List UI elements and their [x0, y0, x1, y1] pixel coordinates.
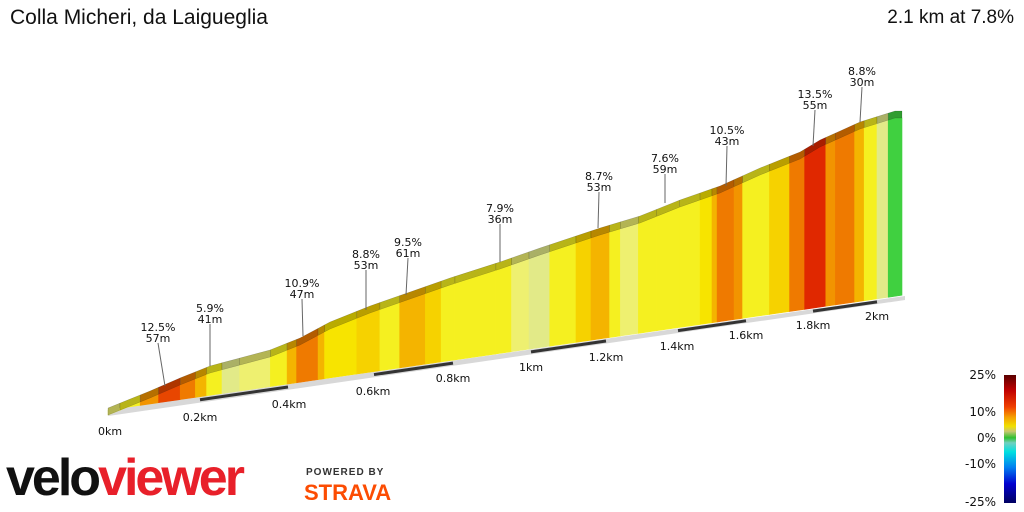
x-tick-label: 1.2km — [589, 351, 624, 364]
gradient-segment — [286, 345, 297, 385]
x-tick-label: 1.8km — [796, 319, 831, 332]
annotation-leader-line — [157, 342, 166, 387]
gradient-segment — [711, 193, 718, 324]
gradient-segment — [425, 287, 442, 365]
powered-by-label: POWERED BY — [306, 467, 385, 478]
annotation-grade: 10.9% — [285, 277, 320, 290]
gradient-segment — [379, 302, 400, 372]
legend-label: 0% — [976, 431, 996, 445]
annotation-leader-line — [405, 257, 409, 296]
annotation-length: 61m — [396, 247, 421, 260]
annotation-grade: 9.5% — [394, 236, 422, 249]
gradient-segment — [511, 258, 530, 353]
annotation-length: 30m — [850, 76, 875, 89]
gradient-segment — [733, 182, 743, 320]
annotation-grade: 7.9% — [486, 202, 514, 215]
x-tick-label: 0.4km — [272, 398, 307, 411]
gradient-segment — [854, 127, 865, 303]
x-tick-label: 0.6km — [356, 385, 391, 398]
gradient-segment — [679, 199, 701, 328]
x-tick-label: 0.2km — [183, 411, 218, 424]
x-tick-label: 1.4km — [660, 340, 695, 353]
gradient-segment — [495, 264, 512, 355]
gradient-segment — [769, 162, 790, 315]
gradient-segment — [716, 186, 735, 323]
annotation-grade: 12.5% — [141, 321, 176, 334]
gradient-segment — [789, 155, 805, 312]
annotation-leader-line — [859, 86, 863, 123]
x-tick-label: 0km — [98, 425, 122, 438]
legend-label: -25% — [964, 495, 996, 509]
gradient-segment — [835, 130, 855, 306]
annotation-length: 41m — [198, 313, 223, 326]
annotation-grade: 8.8% — [848, 65, 876, 78]
annotation-grade: 10.5% — [710, 124, 745, 137]
veloviewer-logo[interactable]: veloviewer — [6, 449, 245, 507]
gradient-segment — [528, 251, 551, 350]
annotation-length: 43m — [715, 135, 740, 148]
gradient-segment — [699, 195, 713, 325]
annotation-leader-line — [301, 298, 304, 337]
annotation-grade: 8.8% — [352, 248, 380, 261]
gradient-segment — [804, 143, 827, 310]
annotation-length: 53m — [587, 181, 612, 194]
annotation-leader-line — [725, 145, 728, 187]
segment-top-surface — [711, 186, 718, 197]
x-tick-label: 1km — [519, 361, 543, 374]
gradient-segment — [609, 228, 621, 338]
gradient-segment — [356, 309, 381, 375]
distance-band — [677, 319, 747, 333]
gradient-segment — [620, 223, 639, 337]
distance-band — [530, 339, 607, 354]
gradient-segment — [549, 242, 577, 347]
gradient-segment — [590, 231, 610, 341]
annotation-grade: 8.7% — [585, 170, 613, 183]
legend-label: -10% — [964, 457, 996, 471]
annotation-grade: 13.5% — [798, 88, 833, 101]
gradient-segment — [742, 170, 770, 319]
gradient-segment — [399, 293, 426, 369]
annotation-length: 53m — [354, 259, 379, 272]
gradient-segment — [656, 206, 681, 332]
gradient-segment — [454, 269, 497, 361]
gradient-segment — [887, 117, 903, 298]
legend-label: 10% — [969, 405, 996, 419]
legend-label: 25% — [969, 368, 996, 382]
gradient-segment — [638, 215, 657, 334]
gradient-segment — [440, 283, 456, 363]
annotation-leader-line — [812, 109, 816, 147]
annotation-length: 59m — [653, 163, 678, 176]
gradient-segment — [221, 364, 240, 394]
x-tick-label: 1.6km — [729, 329, 764, 342]
gradient-legend-bar — [1004, 375, 1016, 503]
annotation-grade: 7.6% — [651, 152, 679, 165]
gradient-segment — [825, 139, 836, 307]
gradient-segment — [575, 237, 592, 343]
x-tick-label: 2km — [865, 310, 889, 323]
gradient-segment — [863, 123, 878, 302]
distance-band — [812, 300, 878, 313]
logo-text: velo — [6, 449, 101, 507]
x-tick-label: 0.8km — [436, 372, 471, 385]
annotation-leader-line — [597, 191, 600, 229]
distance-band — [373, 361, 454, 377]
gradient-segment — [317, 331, 325, 380]
annotation-length: 47m — [290, 288, 315, 301]
annotation-length: 57m — [146, 332, 171, 345]
annotation-length: 36m — [488, 213, 513, 226]
annotation-length: 55m — [803, 99, 828, 112]
logo-text: viewer — [98, 449, 245, 507]
climb-title: Colla Micheri, da Laigueglia — [10, 6, 268, 29]
annotation-grade: 5.9% — [196, 302, 224, 315]
gradient-segment — [876, 119, 889, 300]
distance-band — [199, 385, 289, 402]
climb-summary: 2.1 km at 7.8% — [887, 7, 1014, 28]
strava-logo[interactable]: STRAVA — [304, 480, 392, 505]
segment-top-surface — [887, 110, 903, 121]
